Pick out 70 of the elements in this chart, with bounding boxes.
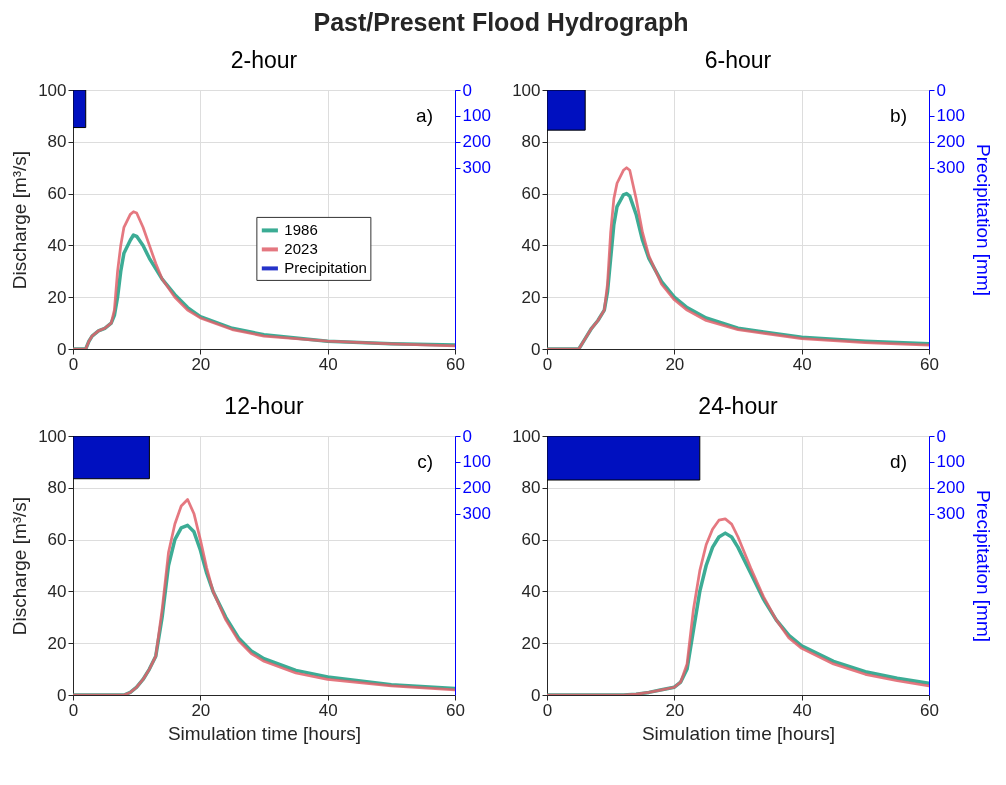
y-axis-title: Discharge [m³/s] — [9, 150, 31, 290]
y-tick-label: 0 — [57, 339, 67, 359]
x-tick-label: 40 — [318, 700, 338, 720]
y-tick-label: 0 — [57, 685, 67, 705]
y-tick-label: 20 — [521, 633, 541, 653]
annotation: a) — [416, 105, 433, 126]
legend-label: Precipitation — [284, 259, 367, 277]
y-tick-label: 60 — [521, 530, 541, 550]
y2-tick-label: 300 — [936, 504, 965, 524]
y-tick-label: 0 — [531, 685, 541, 705]
y-tick-label: 60 — [47, 184, 67, 204]
y2-tick-label: 0 — [462, 80, 472, 100]
y2-axis-title: Precipitation [mm] — [972, 143, 994, 297]
y-tick-label: 100 — [512, 426, 541, 446]
x-tick-label: 60 — [446, 700, 465, 720]
chart-title: 12-hour — [224, 393, 304, 419]
x-axis-title: Simulation time [hours] — [641, 722, 836, 744]
y-tick-label: 100 — [38, 426, 67, 446]
y-tick-label: 0 — [531, 339, 541, 359]
x-tick-label: 40 — [792, 700, 812, 720]
y-tick-label: 40 — [521, 235, 541, 255]
y-tick-label: 80 — [47, 132, 67, 152]
y-tick-label: 100 — [512, 80, 541, 100]
y-tick-label: 100 — [38, 80, 67, 100]
y-tick-label: 20 — [47, 633, 67, 653]
y2-tick-label: 200 — [462, 132, 491, 152]
x-tick-label: 20 — [191, 354, 211, 374]
x-axis-title: Simulation time [hours] — [167, 722, 362, 744]
legend-label: 2023 — [284, 240, 318, 258]
y-tick-label: 20 — [521, 287, 541, 307]
y2-tick-label: 300 — [462, 504, 491, 524]
y2-tick-label: 300 — [936, 158, 965, 178]
y-tick-label: 80 — [521, 132, 541, 152]
y2-axis-title: Precipitation [mm] — [972, 489, 994, 643]
x-tick-label: 60 — [920, 354, 939, 374]
y2-tick-label: 0 — [462, 426, 472, 446]
legend-label: 1986 — [284, 221, 318, 239]
y2-tick-label: 200 — [936, 132, 965, 152]
annotation: d) — [890, 451, 907, 472]
y2-tick-label: 100 — [462, 452, 491, 472]
y2-tick-label: 100 — [936, 106, 965, 126]
x-tick-label: 20 — [191, 700, 211, 720]
y-axis-title: Discharge [m³/s] — [9, 496, 31, 636]
y2-tick-label: 0 — [936, 426, 946, 446]
y-tick-label: 40 — [47, 581, 67, 601]
y-tick-label: 60 — [521, 184, 541, 204]
y-tick-label: 60 — [47, 530, 67, 550]
y2-tick-label: 300 — [462, 158, 491, 178]
x-tick-label: 40 — [792, 354, 812, 374]
y2-tick-label: 200 — [936, 478, 965, 498]
x-tick-label: 20 — [665, 354, 685, 374]
x-tick-label: 40 — [318, 354, 338, 374]
text: Past/Present Flood Hydrograph — [313, 7, 689, 36]
chart-title: 24-hour — [698, 393, 778, 419]
annotation: c) — [417, 451, 433, 472]
annotation: b) — [890, 105, 907, 126]
y2-tick-label: 100 — [462, 106, 491, 126]
y-tick-label: 40 — [521, 581, 541, 601]
y-tick-label: 40 — [47, 235, 67, 255]
y-tick-label: 80 — [521, 478, 541, 498]
chart-title: 6-hour — [704, 47, 772, 73]
y2-tick-label: 200 — [462, 478, 491, 498]
x-tick-label: 60 — [446, 354, 465, 374]
y2-tick-label: 0 — [936, 80, 946, 100]
y-tick-label: 20 — [47, 287, 67, 307]
x-tick-label: 20 — [665, 700, 685, 720]
y2-tick-label: 100 — [936, 452, 965, 472]
chart-title: 2-hour — [230, 47, 298, 73]
x-tick-label: 60 — [920, 700, 939, 720]
y-tick-label: 80 — [47, 478, 67, 498]
